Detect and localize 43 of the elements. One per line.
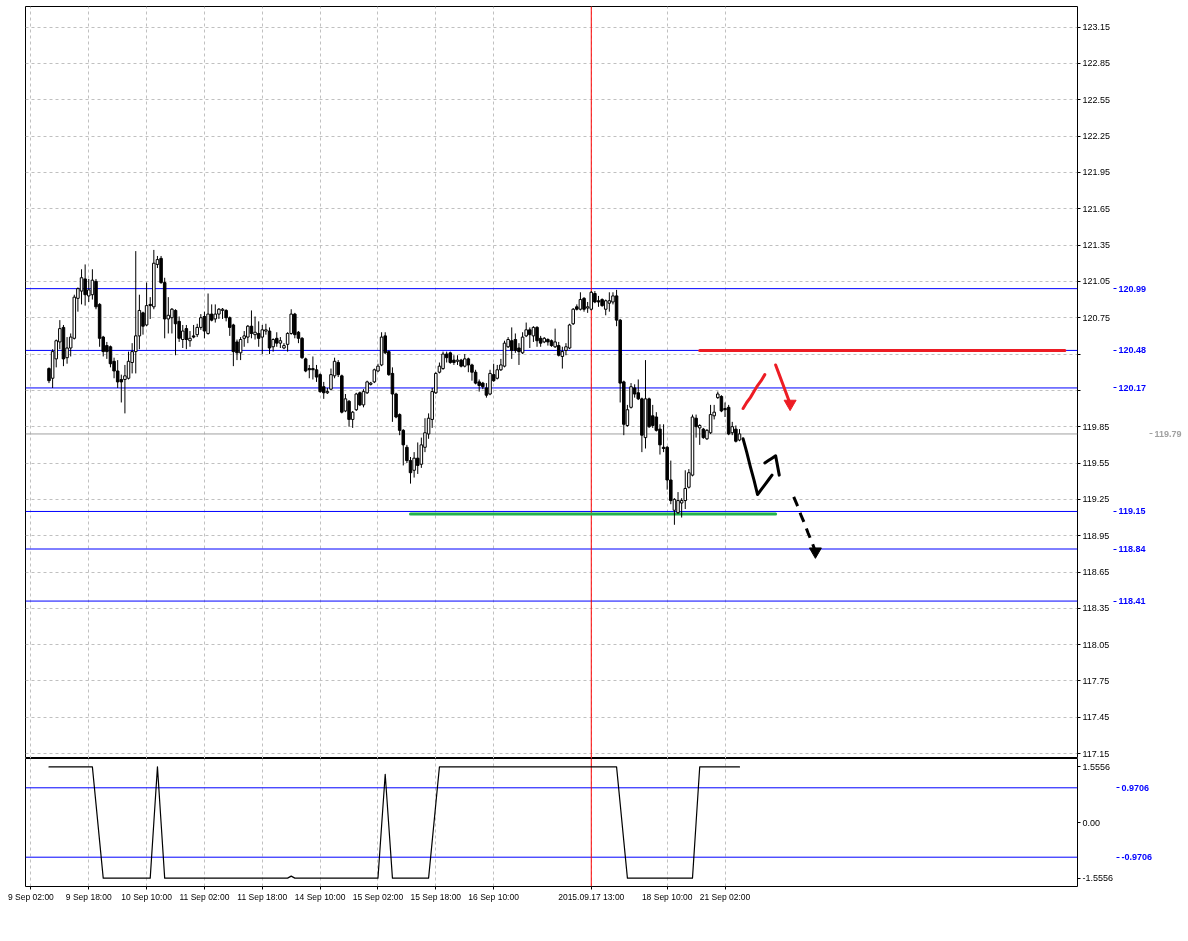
x-tick-label: 15 Sep 18:00 [410, 891, 462, 902]
x-tick-label: 18 Sep 10:00 [641, 891, 693, 902]
y-tick-label: 1.5556 [1082, 761, 1111, 772]
ref-line-label: -0.9706 [1121, 852, 1153, 863]
y-tick-label: 121.35 [1082, 240, 1111, 251]
x-tick-label: 21 Sep 02:00 [699, 891, 751, 902]
x-tick-label: 11 Sep 18:00 [237, 891, 288, 902]
y-tick-label: 118.05 [1082, 639, 1110, 650]
y-tick-label: 119.85 [1082, 421, 1110, 432]
x-tick-label: 16 Sep 10:00 [468, 891, 520, 902]
ref-line-label: 118.41 [1118, 596, 1146, 607]
y-tick-label: 122.55 [1082, 94, 1111, 105]
y-tick-label: 118.95 [1082, 530, 1110, 541]
y-tick-label: 117.15 [1082, 748, 1110, 759]
x-tick-label: 11 Sep 02:00 [179, 891, 230, 902]
ref-line-label: 0.9706 [1121, 782, 1150, 793]
ref-line-label: 119.15 [1118, 506, 1146, 517]
y-tick-label: 0.00 [1082, 817, 1101, 828]
x-tick-label: 14 Sep 10:00 [294, 891, 346, 902]
y-tick-label: 118.65 [1082, 567, 1110, 578]
ref-line-label: 120.99 [1118, 283, 1147, 294]
y-tick-label: 118.35 [1082, 603, 1110, 614]
y-tick-label: 123.15 [1082, 22, 1111, 33]
y-tick-label: 121.65 [1082, 203, 1111, 214]
y-tick-label: -1.5556 [1082, 873, 1114, 884]
y-tick-label: 117.45 [1082, 712, 1110, 723]
y-tick-label: 119.25 [1082, 494, 1110, 505]
x-tick-label: 9 Sep 02:00 [8, 891, 55, 902]
ref-line-label: 120.17 [1118, 382, 1147, 393]
y-tick-label: 119.55 [1082, 458, 1110, 469]
x-tick-label: 2015.09.17 13:00 [558, 891, 625, 902]
y-tick-label: 121.05 [1082, 276, 1111, 287]
ref-line-label: 118.84 [1118, 544, 1146, 555]
y-tick-label: 117.75 [1082, 676, 1110, 686]
y-tick-label: 120.75 [1082, 312, 1111, 323]
y-tick-label: 122.85 [1082, 58, 1111, 69]
x-tick-label: 15 Sep 02:00 [352, 891, 404, 902]
x-tick-label: 9 Sep 18:00 [65, 891, 112, 902]
y-tick-label: 122.25 [1082, 131, 1111, 142]
y-tick-label: 121.95 [1082, 167, 1111, 178]
ref-line-label: 120.48 [1118, 345, 1147, 356]
x-tick-label: 10 Sep 10:00 [121, 891, 173, 902]
ref-line-label: 119.79 [1154, 428, 1182, 439]
